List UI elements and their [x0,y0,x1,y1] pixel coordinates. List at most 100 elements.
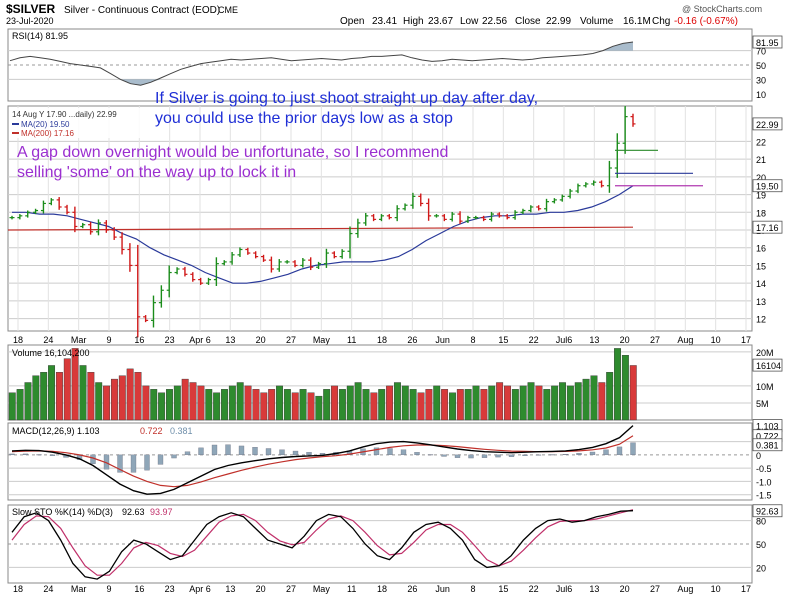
ma200-legend: MA(200) 17.16 [21,129,74,138]
volume-bar [551,385,559,421]
annotation-line-3: A gap down overnight would be unfortunat… [17,144,448,161]
volume-bar [158,392,166,421]
volume-tick-last-box [752,358,783,372]
volume-bar [582,378,590,421]
close-value: 22.99 [546,16,571,27]
sto-xtick-Aug: Aug [677,584,693,594]
volume-bar [511,389,519,421]
volume-legend: Volume 16,104,200 [12,348,90,358]
price-xtick-23: 23 [165,335,175,345]
sto-xtick-Jun: Jun [435,584,450,594]
volume-bar [205,389,213,421]
sto-xtick-26: 26 [407,584,417,594]
macd-histogram-bar [225,444,231,456]
volume-bar [150,389,158,421]
chart-date: 23-Jul-2020 [6,16,54,26]
volume-bar [386,385,394,421]
close-label: Close [515,16,541,27]
macd-tick-hist-box [752,438,783,452]
price-tick-13: 13 [756,297,766,307]
sto-xtick-18: 18 [377,584,387,594]
volume-bar [441,389,449,421]
volume-bar [79,365,87,421]
macd-histogram-bar [522,454,528,456]
sto-tick-20: 20 [756,563,766,573]
volume-bar [32,375,40,421]
volume-bar [213,392,221,421]
volume-bar [110,378,118,421]
macd-histogram-bar [238,445,245,456]
macd-histogram-bar [36,454,42,456]
sto-k-line [11,510,634,580]
watermark: @ StockCharts.com [682,4,762,14]
volume-bar [8,392,16,421]
macd-histogram-bar [508,454,515,457]
volume-bar [559,382,566,421]
macd-histogram-bar [549,454,555,456]
price-xtick-27: 27 [286,335,296,345]
volume-bar [71,348,79,421]
ma20-last-label: 19.50 [756,182,779,192]
sto-xtick-17: 17 [741,584,751,594]
price-xtick-27: 27 [650,335,660,345]
macd-histogram-bar [49,454,56,456]
sto-xtick-Mar: Mar [71,584,87,594]
macd-histogram-bar [265,448,272,456]
high-label: High [403,16,424,27]
macd-histogram-bar [22,453,29,456]
header: $SILVER Silver - Continuous Contract (EO… [6,2,762,27]
price-panel [7,105,753,332]
sto-tick-last-box [752,504,783,518]
sto-xtick-15: 15 [498,584,508,594]
symbol: $SILVER [6,2,55,16]
volume-bar [268,389,276,421]
sto-xtick-23: 23 [165,584,175,594]
price-tick-16: 16 [756,244,766,254]
macd-histogram-bar [414,452,420,456]
volume-bar [480,389,488,421]
volume-bar [629,365,637,421]
macd-histogram-bar [252,447,258,456]
low-label: Low [460,16,479,27]
sto-xtick-10: 10 [711,584,721,594]
macd-histogram-bar [9,453,15,456]
volume-bar [40,372,48,421]
volume-bar [142,385,150,421]
price-xtick-22: 22 [529,335,539,345]
volume-bar [606,372,614,421]
price-tick-22: 22 [756,137,766,147]
volume-bar [472,385,480,421]
annotation-line-2: you could use the prior days low as a st… [155,110,453,127]
volume-bar [362,389,370,421]
macd-histogram-bar [211,444,218,456]
price-tick-15: 15 [756,261,766,271]
volume-bar [614,348,621,421]
volume-bar [126,368,134,421]
macd-histogram-bar [400,449,407,456]
volume-tick-20m: 20M [756,348,774,358]
price-xtick-16: 16 [134,335,144,345]
volume-bar [378,389,386,421]
macd-histogram-bar [90,454,96,464]
macd-legend: MACD(12,26,9) 1.103 [12,426,100,436]
volume-bar [166,389,173,421]
macd-histogram-bar [441,454,447,457]
sto-xtick-13: 13 [589,584,599,594]
price-xtick-Jul6: Jul6 [556,335,573,345]
volume-bar [566,385,574,421]
sto-xtick-20: 20 [256,584,266,594]
price-xtick-20: 20 [620,335,630,345]
sto-xtick-May: May [313,584,331,594]
macd-histogram-bar [603,449,609,456]
macd-legend-hist: 0.381 [170,426,193,436]
volume-bar [87,372,95,421]
price-xtick-9: 9 [106,335,111,345]
macd-tick-signal: 0.722 [756,432,779,442]
price-xtick-13: 13 [589,335,599,345]
price-tick-19: 19 [756,191,766,201]
volume-bar [464,389,472,421]
macd-histogram-bar [589,451,596,456]
volume-bar [134,372,142,421]
price-last-label: 22.99 [756,120,779,130]
macd-histogram-bar [144,454,150,471]
